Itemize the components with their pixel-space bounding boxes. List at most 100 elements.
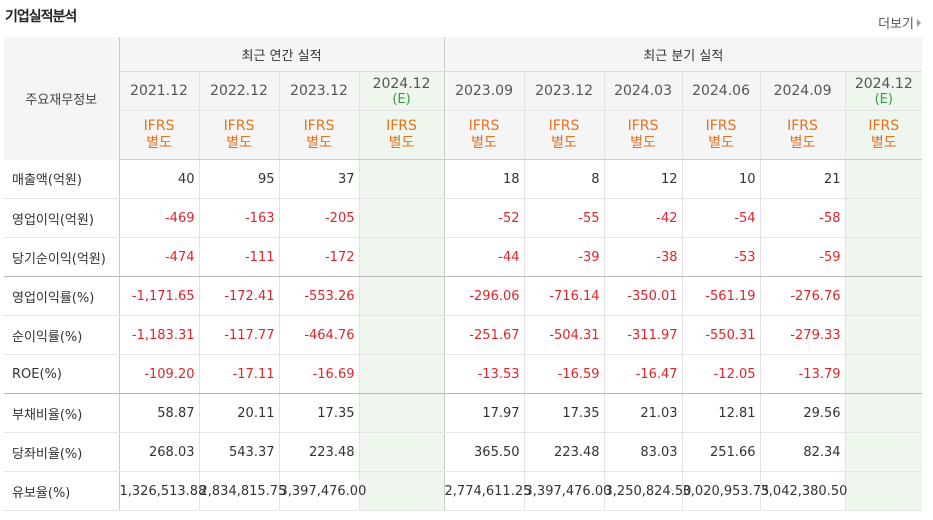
period-header: 2021.12 bbox=[118, 71, 199, 111]
table-cell: -58 bbox=[759, 198, 846, 238]
table-cell bbox=[358, 354, 445, 394]
table-cell: 37 bbox=[278, 159, 359, 199]
ifrs-line1: IFRS bbox=[705, 118, 737, 134]
table-cell: -17.11 bbox=[198, 354, 279, 394]
table-cell bbox=[844, 315, 923, 355]
period-label: 2023.09 bbox=[455, 83, 513, 99]
table-cell: 3,250,824.50 bbox=[603, 471, 691, 511]
table-cell: -716.14 bbox=[523, 276, 605, 316]
table-cell: 3,042,380.50 bbox=[759, 471, 847, 511]
row-label: 매출액(억원) bbox=[4, 159, 119, 199]
row-label: 영업이익률(%) bbox=[4, 276, 119, 316]
table-cell bbox=[844, 432, 923, 472]
table-row: 유보율(%) 1,326,513.88 2,834,815.75 3,397,476.… bbox=[4, 471, 923, 511]
table-cell: -311.97 bbox=[603, 315, 683, 355]
ifrs-line1: IFRS bbox=[787, 118, 818, 134]
chevron-right-icon bbox=[917, 19, 921, 27]
table-cell: 251.66 bbox=[681, 432, 761, 472]
table-cell: -42 bbox=[603, 198, 683, 238]
table-cell: 12 bbox=[603, 159, 683, 199]
table-cell: -111 bbox=[198, 237, 279, 277]
table-cell bbox=[358, 198, 445, 238]
table-cell bbox=[358, 432, 445, 472]
table-cell: 223.48 bbox=[523, 432, 605, 472]
ifrs-label: IFRS 별도 bbox=[603, 110, 683, 160]
table-cell bbox=[358, 276, 445, 316]
ifrs-line1: IFRS bbox=[868, 118, 900, 134]
ifrs-line1: IFRS bbox=[627, 118, 659, 134]
row-label-header: 주요재무정보 bbox=[4, 37, 119, 160]
table-cell: -39 bbox=[523, 237, 605, 277]
ifrs-line1: IFRS bbox=[143, 118, 175, 134]
row-label: 당기순이익(억원) bbox=[4, 237, 119, 277]
financial-table: 주요재무정보 최근 연간 실적 최근 분기 실적 2021.12 2022.12 2… bbox=[4, 37, 923, 511]
period-header: 2022.12 bbox=[198, 71, 279, 111]
period-header: 2023.12 bbox=[278, 71, 359, 111]
ifrs-line2: 별도 bbox=[630, 135, 656, 151]
table-cell bbox=[358, 315, 445, 355]
quarter-group-header: 최근 분기 실적 bbox=[443, 37, 923, 72]
more-link[interactable]: 더보기 bbox=[878, 13, 921, 32]
table-cell: 268.03 bbox=[118, 432, 199, 472]
ifrs-label: IFRS 별도 bbox=[118, 110, 199, 160]
table-cell: 2,774,611.25 bbox=[443, 471, 531, 511]
table-cell bbox=[844, 276, 923, 316]
ifrs-line2: 별도 bbox=[146, 135, 172, 151]
period-label: 2023.12 bbox=[535, 83, 593, 99]
table-cell: -59 bbox=[759, 237, 846, 277]
ifrs-line2: 별도 bbox=[789, 135, 816, 151]
estimate-mark: (E) bbox=[874, 91, 893, 107]
table-cell: -172 bbox=[278, 237, 359, 277]
table-cell: 17.35 bbox=[523, 393, 605, 433]
table-cell: -16.47 bbox=[603, 354, 683, 394]
period-label: 2024.03 bbox=[614, 83, 672, 99]
table-cell: 82.34 bbox=[759, 432, 846, 472]
table-cell bbox=[844, 471, 923, 511]
table-cell bbox=[844, 159, 923, 199]
table-cell: -52 bbox=[443, 198, 525, 238]
table-cell: -1,171.65 bbox=[118, 276, 199, 316]
period-header: 2024.12 (E) bbox=[358, 71, 445, 111]
table-cell: 17.35 bbox=[278, 393, 359, 433]
table-cell: 2,834,815.75 bbox=[198, 471, 286, 511]
ifrs-label: IFRS 별도 bbox=[198, 110, 279, 160]
ifrs-label: IFRS 별도 bbox=[443, 110, 525, 160]
table-cell: -16.69 bbox=[278, 354, 359, 394]
ifrs-label: IFRS 별도 bbox=[844, 110, 923, 160]
ifrs-line1: IFRS bbox=[223, 118, 255, 134]
ifrs-line2: 별도 bbox=[306, 135, 332, 151]
table-cell bbox=[844, 354, 923, 394]
row-label: 순이익률(%) bbox=[4, 315, 119, 355]
ifrs-label: IFRS 별도 bbox=[278, 110, 359, 160]
row-label: ROE(%) bbox=[4, 354, 119, 394]
period-label: 2023.12 bbox=[290, 83, 348, 99]
period-label: 2021.12 bbox=[130, 83, 188, 99]
period-header: 2023.09 bbox=[443, 71, 525, 111]
table-cell bbox=[844, 237, 923, 277]
table-row: 당기순이익(억원) -474 -111 -172 -44 -39 -38 -53 -59 bbox=[4, 237, 923, 277]
table-row: 순이익률(%) -1,183.31 -117.77 -464.76 -251.67 -50… bbox=[4, 315, 923, 355]
table-cell: -550.31 bbox=[681, 315, 761, 355]
table-cell: -55 bbox=[523, 198, 605, 238]
table-cell: -464.76 bbox=[278, 315, 359, 355]
ifrs-line1: IFRS bbox=[303, 118, 335, 134]
period-header: 2023.12 bbox=[523, 71, 605, 111]
table-cell: -251.67 bbox=[443, 315, 525, 355]
table-cell: -350.01 bbox=[603, 276, 683, 316]
table-cell: -13.79 bbox=[759, 354, 846, 394]
table-cell: 95 bbox=[198, 159, 279, 199]
table-cell: -205 bbox=[278, 198, 359, 238]
table-cell: 83.03 bbox=[603, 432, 683, 472]
table-row: 매출액(억원) 40 95 37 18 8 12 10 21 bbox=[4, 159, 923, 199]
table-cell: 12.81 bbox=[681, 393, 761, 433]
table-cell: -172.41 bbox=[198, 276, 279, 316]
table-cell: -117.77 bbox=[198, 315, 279, 355]
table-row: 영업이익률(%) -1,171.65 -172.41 -553.26 -296.06 -7… bbox=[4, 276, 923, 316]
table-cell: -12.05 bbox=[681, 354, 761, 394]
table-cell: 3,397,476.00 bbox=[523, 471, 611, 511]
ifrs-label: IFRS 별도 bbox=[523, 110, 605, 160]
table-cell: -44 bbox=[443, 237, 525, 277]
table-cell: -504.31 bbox=[523, 315, 605, 355]
table-cell: 3,020,953.75 bbox=[681, 471, 769, 511]
table-cell: -296.06 bbox=[443, 276, 525, 316]
